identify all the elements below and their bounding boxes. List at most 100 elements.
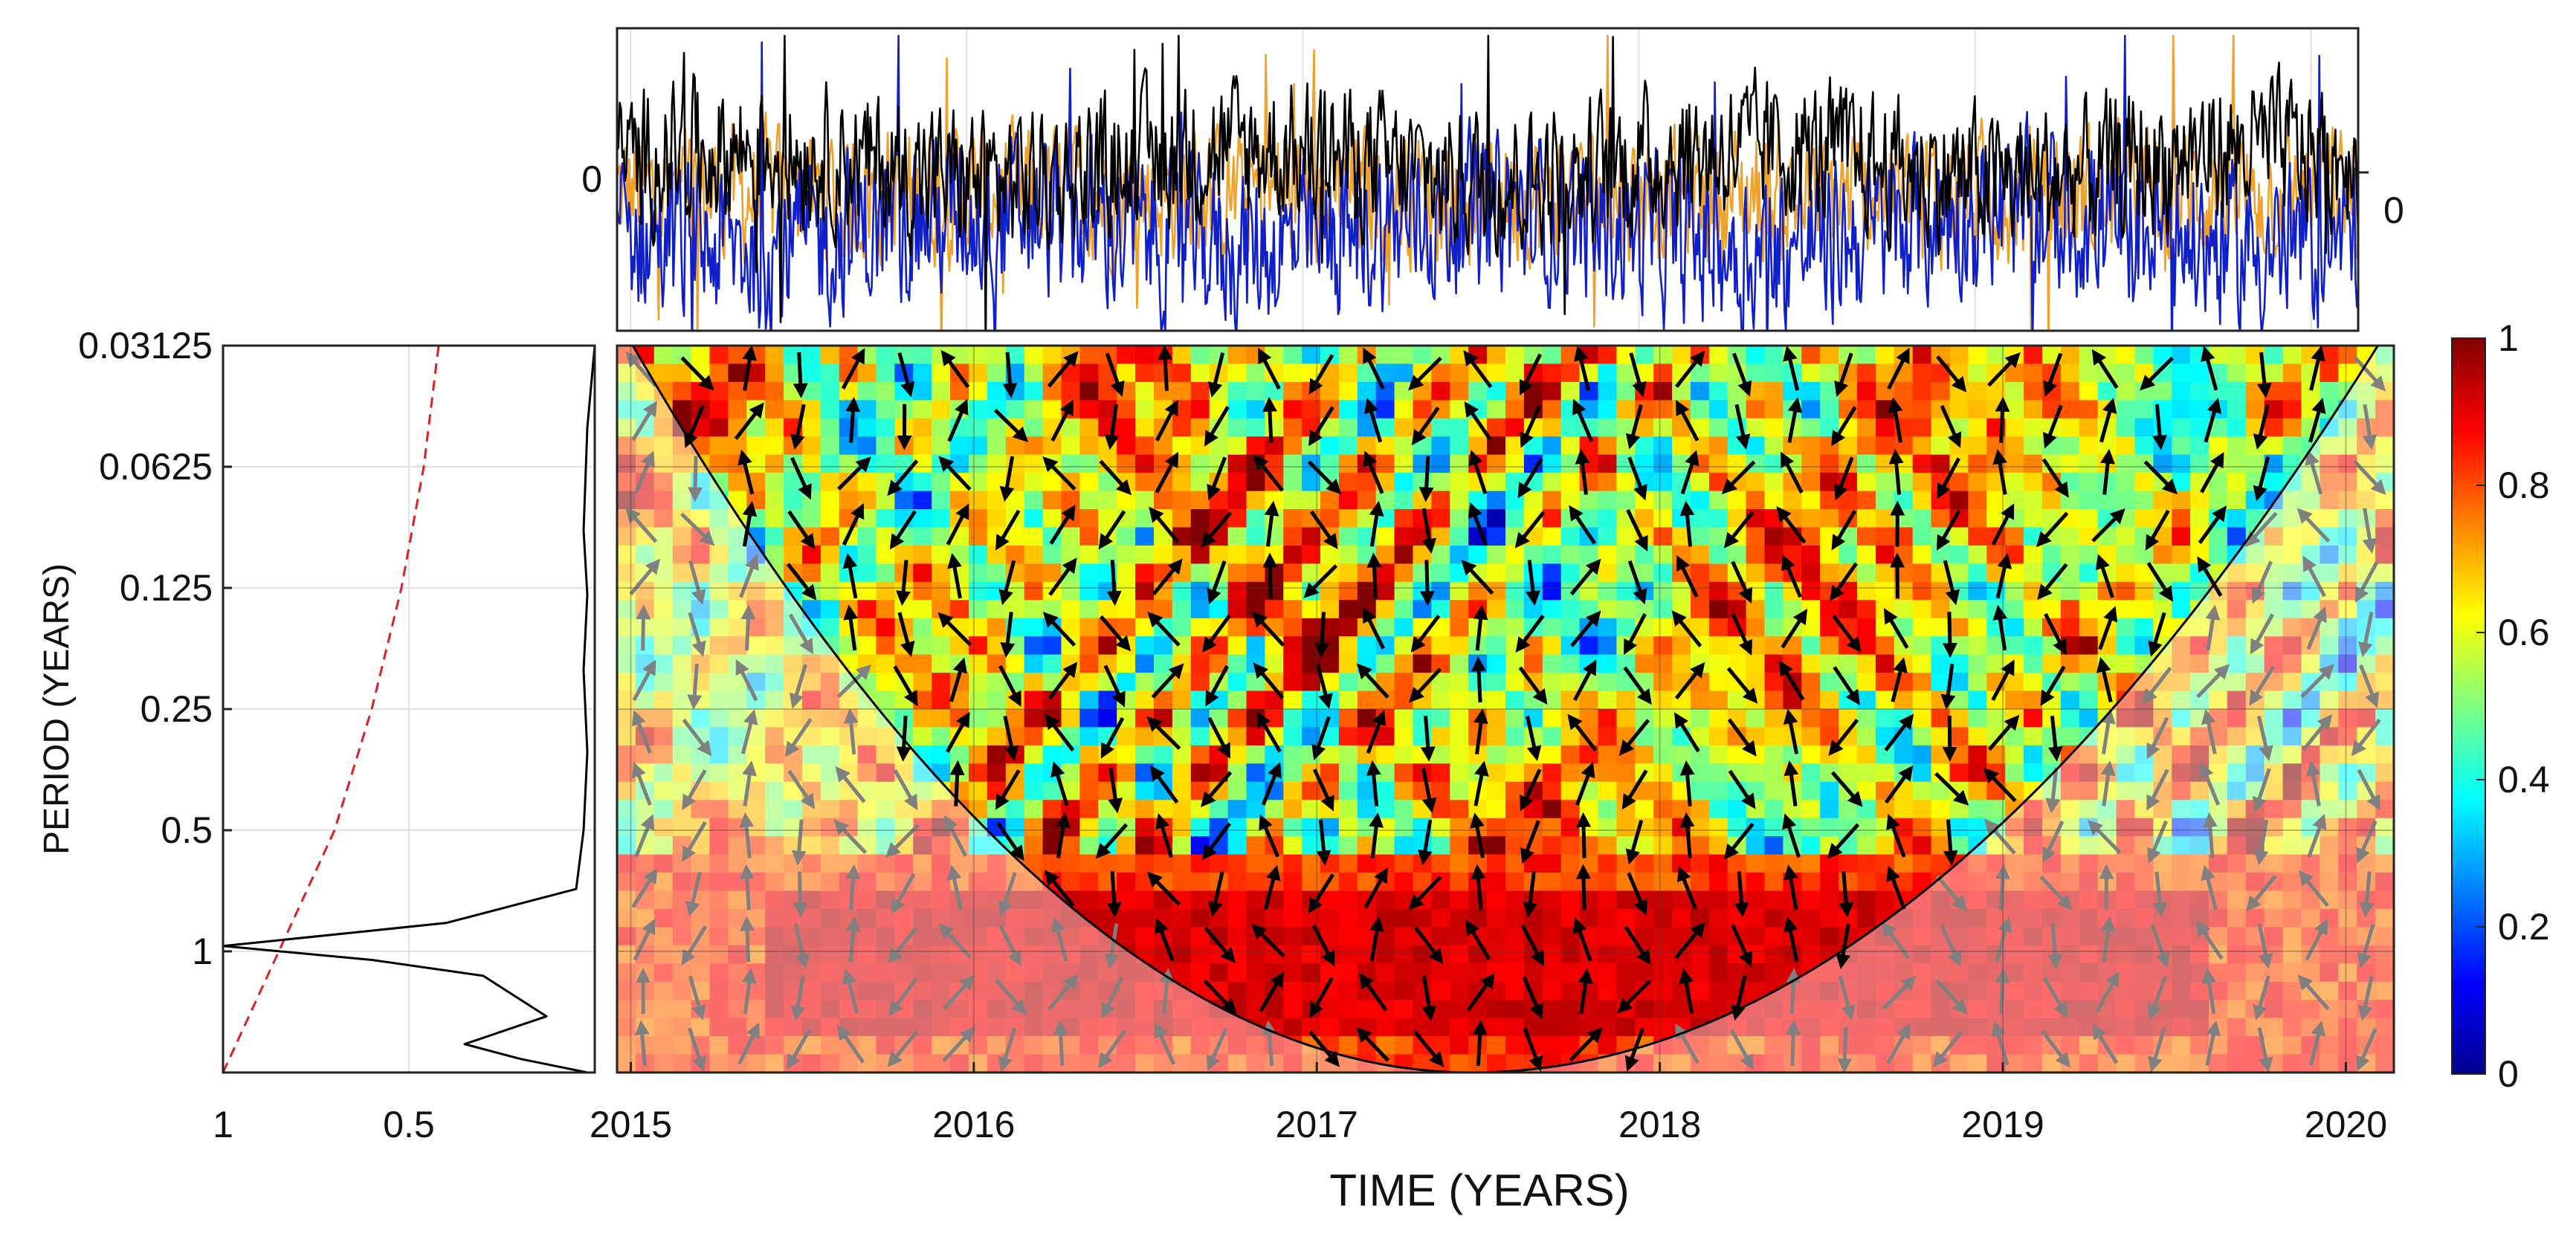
heatmap-cell [1375, 890, 1395, 910]
heatmap-cell [969, 509, 988, 528]
heatmap-cell [746, 381, 766, 401]
heatmap-cell [1061, 418, 1081, 438]
heatmap-cell [709, 600, 729, 619]
heatmap-cell [2060, 400, 2080, 419]
heatmap-cell [1338, 473, 1358, 492]
heatmap-cell [1542, 363, 1562, 383]
heatmap-cell [784, 527, 803, 546]
heatmap-cell [1190, 690, 1210, 710]
heatmap-cell [857, 763, 877, 783]
heatmap-cell [987, 727, 1007, 746]
colorbar-tick-label: 0.4 [2498, 759, 2550, 800]
phase-arrow [845, 396, 861, 443]
heatmap-cell [1431, 781, 1451, 801]
heatmap-cell [709, 454, 729, 473]
heatmap-cell [1098, 818, 1117, 837]
heatmap-cell [1450, 800, 1469, 819]
heatmap-cell [1172, 908, 1192, 928]
heatmap-cell [1691, 945, 1710, 965]
heatmap-cell [987, 745, 1007, 765]
heatmap-cell [1190, 727, 1210, 746]
power-axis-ticks: 1 0.5 [213, 1104, 435, 1145]
heatmap-cell [857, 600, 877, 619]
heatmap-cell [1135, 546, 1155, 565]
heatmap-cell [709, 618, 729, 638]
heatmap-cell [1190, 854, 1210, 873]
heatmap-cell [1708, 927, 1728, 946]
heatmap-cell [2227, 454, 2247, 473]
heatmap-cell [1764, 509, 1784, 528]
time-axis-tick-label: 2019 [1961, 1104, 2044, 1145]
heatmap-cell [1246, 546, 1266, 565]
heatmap-cell [1117, 745, 1136, 765]
heatmap-cell [2320, 745, 2340, 765]
heatmap-cell [2264, 546, 2284, 565]
heatmap-cell [1338, 818, 1358, 837]
heatmap-cell [913, 473, 932, 492]
heatmap-cell [1579, 690, 1599, 710]
heatmap-cell [2264, 436, 2284, 456]
heatmap-cell [1505, 709, 1525, 728]
heatmap-cell [1820, 690, 1839, 710]
heatmap-cell [2005, 563, 2024, 583]
heatmap-cell [1708, 636, 1728, 656]
heatmap-cell [1820, 400, 1839, 419]
heatmap-cell [1061, 581, 1081, 601]
heatmap-cell [1079, 363, 1100, 383]
heatmap-cell [1820, 873, 1839, 892]
heatmap-cell [1894, 690, 1914, 710]
heatmap-cell [1820, 346, 1839, 365]
heatmap-cell [691, 654, 711, 673]
heatmap-cell [1135, 618, 1155, 638]
heatmap-cell [1820, 381, 1839, 401]
heatmap-cell [1487, 400, 1506, 419]
heatmap-cell [1283, 800, 1302, 819]
heatmap-cell [1190, 908, 1210, 928]
heatmap-cell [1450, 963, 1469, 983]
heatmap-cell [1560, 945, 1581, 965]
heatmap-cell [2116, 636, 2136, 656]
heatmap-cell [1968, 563, 1988, 583]
heatmap-cell [1302, 908, 1321, 928]
heatmap-cell [2153, 454, 2173, 473]
heatmap-cell [1783, 436, 1803, 456]
heatmap-cell [2338, 763, 2357, 783]
heatmap-cell [1172, 363, 1192, 383]
heatmap-cell [802, 546, 821, 565]
heatmap-cell [1375, 800, 1395, 819]
heatmap-cell [2024, 418, 2043, 438]
heatmap-cell [2338, 509, 2357, 528]
heatmap-cell [1190, 963, 1210, 983]
heatmap-cell [1042, 400, 1062, 419]
heatmap-cell [2357, 454, 2376, 473]
heatmap-cell [2357, 600, 2376, 619]
heatmap-cell [765, 527, 784, 546]
heatmap-cell [1542, 927, 1562, 946]
heatmap-cell [1505, 581, 1525, 601]
heatmap-cell [1302, 346, 1321, 365]
heatmap-cell [1190, 818, 1210, 837]
heatmap-cell [2060, 581, 2080, 601]
heatmap-cell [2375, 745, 2394, 765]
colorbar-tick-label: 0 [2498, 1053, 2519, 1095]
heatmap-cell [1375, 1018, 1395, 1037]
phase-arrow [1314, 612, 1329, 659]
heatmap-cell [2245, 654, 2265, 673]
heatmap-cell [2005, 709, 2024, 728]
heatmap-cell [1375, 563, 1395, 583]
heatmap-cell [2153, 436, 2173, 456]
heatmap-cell [876, 346, 896, 365]
heatmap-cell [1746, 600, 1766, 619]
heatmap-cell [1135, 654, 1155, 673]
heatmap-cell [1505, 890, 1525, 910]
heatmap-cell [1968, 527, 1988, 546]
heatmap-cell [2116, 673, 2136, 692]
heatmap-cell [1691, 491, 1710, 510]
heatmap-cell [1135, 781, 1155, 801]
heatmap-cell [765, 509, 784, 528]
heatmap-cell [1413, 600, 1433, 619]
heatmap-cell [2227, 346, 2247, 365]
heatmap-cell [1172, 873, 1192, 892]
heatmap-cell [1338, 673, 1358, 692]
heatmap-cell [1783, 800, 1803, 819]
